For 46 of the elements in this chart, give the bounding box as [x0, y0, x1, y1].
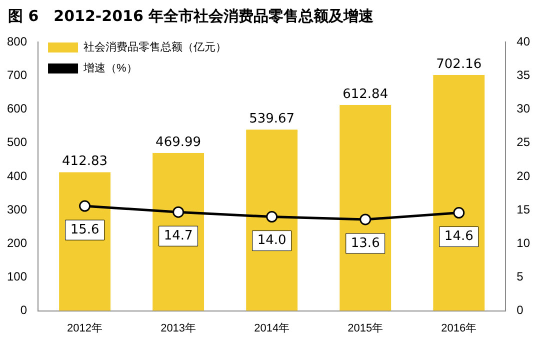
y-tick-label: 800: [6, 34, 28, 49]
x-tick-label: 2015年: [348, 322, 384, 334]
data-label: 412.83: [62, 154, 108, 170]
y-tick-label: 200: [6, 236, 28, 250]
y2-tick-label: 10: [516, 236, 530, 250]
x-tick-label: 2016年: [441, 322, 477, 334]
data-label: 702.16: [436, 56, 482, 72]
y2-tick-label: 5: [516, 270, 524, 284]
x-tick-label: 2013年: [160, 322, 196, 334]
bar: [59, 172, 111, 311]
y-tick-label: 500: [6, 135, 28, 150]
y2-tick-label: 25: [516, 135, 530, 150]
chart-title: 图 6 2012-2016 年全市社会消费品零售总额及增速: [7, 6, 375, 27]
data-label: 14.6: [444, 229, 474, 244]
y2-tick-label: 20: [516, 168, 530, 183]
data-label: 13.6: [350, 236, 380, 251]
bar: [246, 130, 298, 311]
point: [79, 200, 91, 212]
x-tick-label: 2012年: [67, 322, 103, 334]
y-tick-label: 600: [6, 102, 28, 116]
point: [453, 207, 465, 219]
point: [360, 214, 372, 226]
y-tick-label: 300: [6, 202, 28, 216]
y2-tick-label: 0: [516, 303, 524, 318]
data-label: 14.7: [164, 228, 193, 244]
data-label: 469.99: [156, 134, 202, 150]
y-tick-label: 100: [6, 270, 28, 284]
data-label: 15.6: [70, 222, 100, 238]
bar: [433, 75, 485, 311]
point: [266, 211, 278, 223]
y2-tick-label: 15: [516, 202, 530, 216]
bar: [340, 105, 392, 311]
data-label: 14.0: [257, 233, 286, 248]
y-tick-label: 0: [20, 303, 28, 318]
data-label: 539.67: [249, 111, 295, 126]
y2-tick-label: 40: [516, 34, 530, 49]
data-label: 612.84: [342, 86, 388, 102]
y-tick-label: 400: [6, 168, 28, 183]
y2-tick-label: 30: [516, 102, 530, 116]
x-tick-label: 2014年: [254, 322, 290, 334]
point: [172, 206, 184, 218]
legend-label: 增速（%）: [82, 62, 138, 75]
bar: [152, 153, 204, 311]
legend-label: 社会消费品零售总额（亿元）: [84, 40, 227, 54]
y2-tick-label: 35: [516, 68, 530, 82]
y-tick-label: 700: [6, 68, 28, 82]
